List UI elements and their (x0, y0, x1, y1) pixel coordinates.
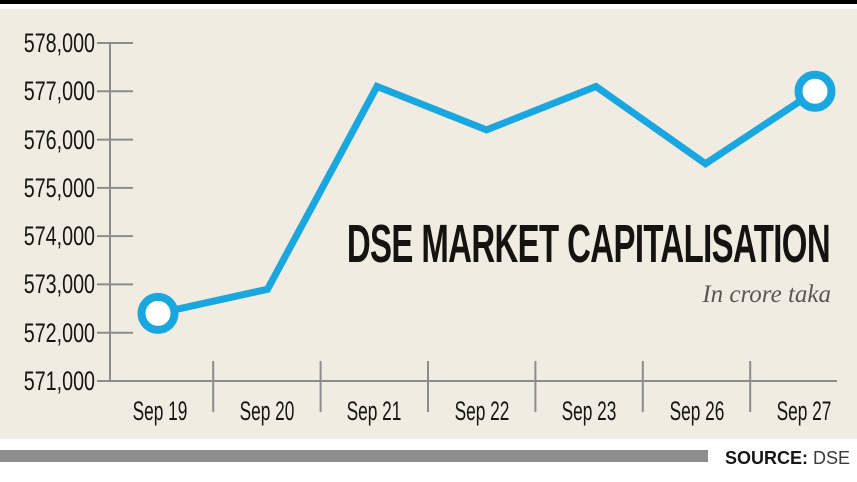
x-axis-label: Sep 22 (454, 396, 510, 426)
x-axis-label: Sep 27 (776, 396, 832, 426)
y-axis-label: 577,000 (23, 76, 95, 107)
y-axis-label: 573,000 (23, 269, 95, 300)
chart-subtitle: In crore taka (702, 281, 831, 308)
top-accent-bar (0, 0, 857, 4)
x-axis-label: Sep 20 (239, 396, 295, 426)
y-axis-label: 571,000 (23, 366, 95, 396)
line-chart (97, 42, 837, 412)
x-axis-label: Sep 26 (669, 396, 724, 426)
footer-divider-bar (0, 450, 708, 462)
data-point-marker (137, 292, 179, 334)
source-credit: SOURCE: DSE (725, 449, 850, 467)
x-axis-label: Sep 21 (346, 396, 402, 426)
y-axis-label: 576,000 (23, 124, 95, 155)
x-axis-label: Sep 19 (132, 396, 187, 426)
y-axis-label: 574,000 (23, 221, 95, 252)
data-line (157, 82, 817, 317)
source-label: SOURCE: (724, 448, 808, 468)
data-point-marker (794, 70, 836, 112)
y-axis-label: 572,000 (23, 317, 95, 348)
source-value: DSE (812, 448, 850, 468)
x-axis-label: Sep 23 (561, 396, 617, 426)
chart-area: DSE MARKET CAPITALISATION In crore taka … (0, 9, 857, 439)
y-axis-label: 575,000 (23, 172, 95, 203)
y-axis-label: 578,000 (23, 28, 95, 58)
chart-title: DSE MARKET CAPITALISATION (346, 214, 831, 274)
